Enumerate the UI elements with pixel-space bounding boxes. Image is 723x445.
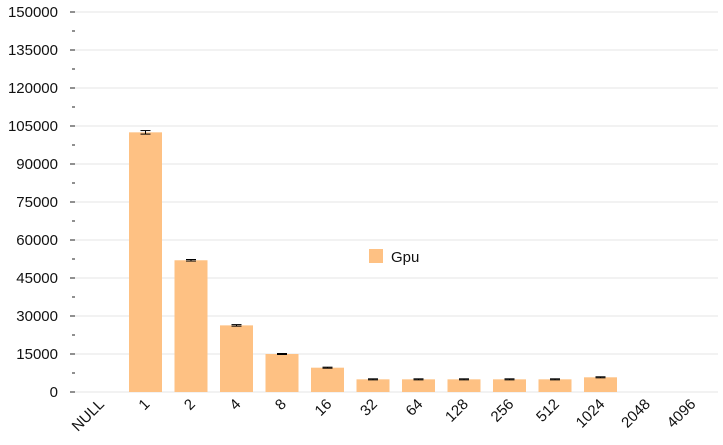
x-tick-label: 64	[403, 396, 427, 420]
bar	[174, 260, 208, 392]
x-tick-label: 1024	[573, 396, 609, 432]
y-tick-label: 150000	[8, 4, 58, 21]
y-tick-label: 30000	[16, 308, 58, 325]
x-axis-labels: NULL 1 2 4 8 16 32 64 128 256 512 1024 2048 4096	[69, 396, 700, 435]
x-tick-label: 32	[357, 396, 381, 420]
y-tick-label: 45000	[16, 270, 58, 287]
bar	[447, 379, 481, 392]
x-tick-label: 128	[442, 396, 472, 426]
legend: Gpu	[369, 249, 419, 266]
bars	[129, 130, 617, 393]
y-tick-label: 15000	[16, 346, 58, 363]
x-tick-label: 2048	[618, 396, 654, 432]
x-tick-label: 512	[533, 396, 563, 426]
x-tick-label: NULL	[69, 396, 108, 435]
bar	[538, 379, 572, 392]
y-tick-label: 105000	[8, 118, 58, 135]
y-axis: 0 15000 30000 45000 60000 75000 90000 105000 120…	[8, 4, 75, 401]
x-tick-label: 256	[488, 396, 518, 426]
x-tick-label: 16	[312, 396, 336, 420]
y-tick-label: 60000	[16, 232, 58, 249]
bar	[311, 367, 344, 392]
x-tick-label: 1	[135, 396, 153, 414]
bar	[220, 325, 253, 392]
x-tick-label: 4	[226, 396, 244, 414]
x-tick-label: 2	[181, 396, 199, 414]
legend-label: Gpu	[391, 249, 419, 266]
bar	[584, 377, 617, 392]
grid-lines	[75, 11, 718, 393]
bar	[356, 379, 390, 392]
y-tick-label: 0	[50, 384, 58, 401]
y-tick-label: 75000	[16, 194, 58, 211]
y-tick-label: 120000	[8, 80, 58, 97]
x-tick-label: 8	[272, 396, 290, 414]
bar	[265, 354, 299, 392]
y-tick-label: 135000	[8, 42, 58, 59]
bar	[129, 132, 162, 393]
bar	[493, 379, 526, 392]
x-tick-label: 4096	[664, 396, 700, 432]
y-tick-label: 90000	[16, 156, 58, 173]
bar	[402, 379, 435, 392]
legend-swatch	[369, 249, 383, 263]
